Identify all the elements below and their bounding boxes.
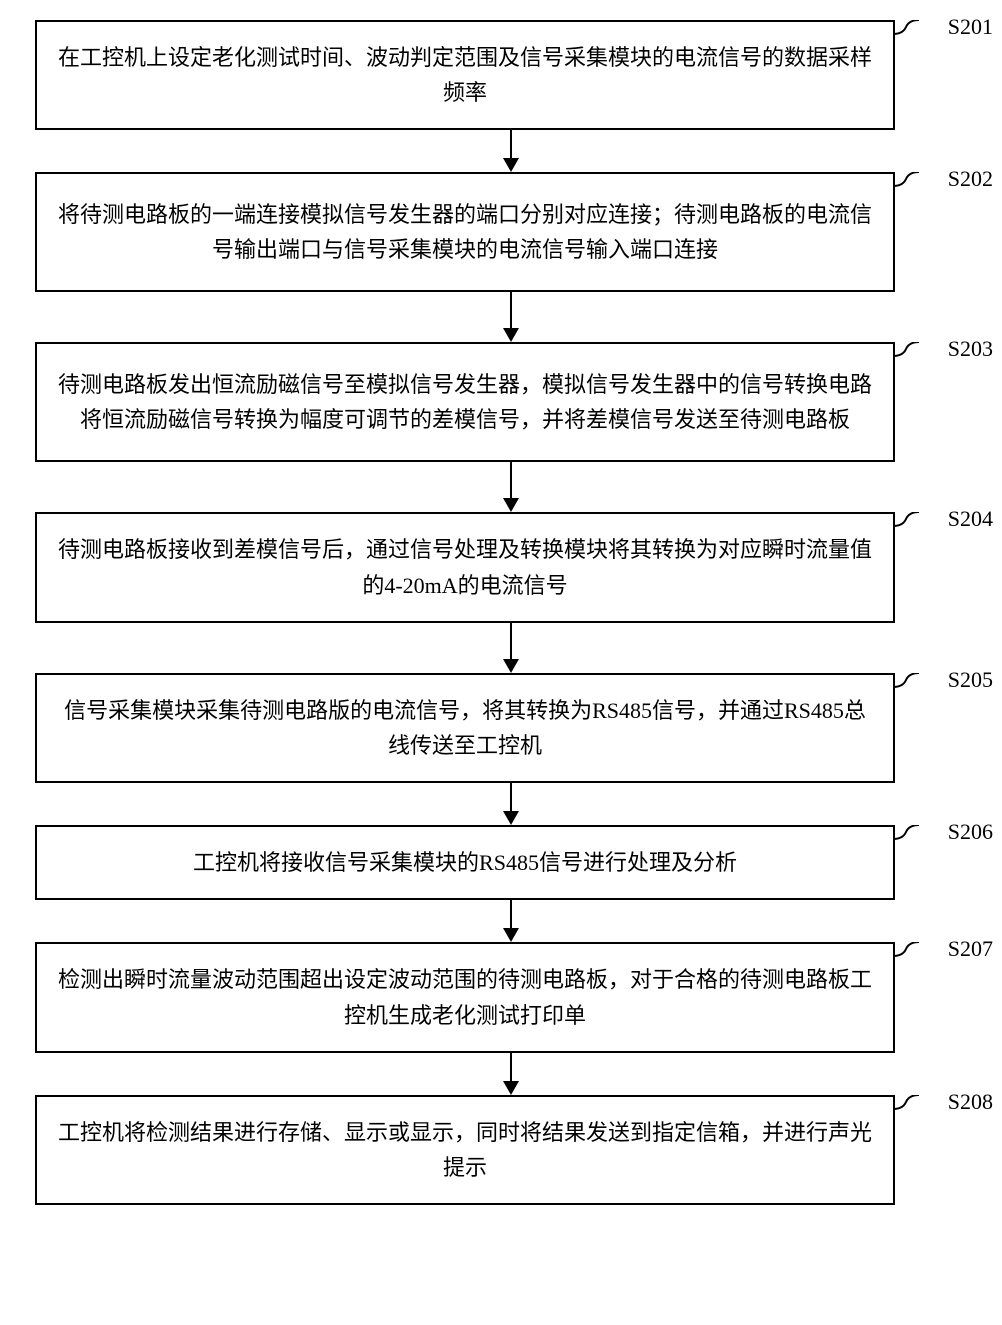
flowchart-container: 在工控机上设定老化测试时间、波动判定范围及信号采集模块的电流信号的数据采样频率 … [15,20,987,1205]
step-text: 工控机将检测结果进行存储、显示或显示，同时将结果发送到指定信箱，并进行声光提示 [57,1115,873,1185]
brace-connector [893,342,919,358]
arrow-head-icon [503,1081,519,1095]
step-text: 将待测电路板的一端连接模拟信号发生器的端口分别对应连接；待测电路板的电流信号输出… [57,197,873,267]
step-row: 检测出瞬时流量波动范围超出设定波动范围的待测电路板，对于合格的待测电路板工控机生… [15,942,987,1052]
arrow-down [81,292,941,342]
arrow-line [510,130,512,158]
step-box-s204: 待测电路板接收到差模信号后，通过信号处理及转换模块将其转换为对应瞬时流量值的4-… [35,512,895,622]
step-row: 工控机将检测结果进行存储、显示或显示，同时将结果发送到指定信箱，并进行声光提示 … [15,1095,987,1205]
step-label: S208 [948,1089,993,1115]
brace-connector [893,825,919,841]
step-box-s206: 工控机将接收信号采集模块的RS485信号进行处理及分析 S206 [35,825,895,900]
arrow-down [81,900,941,942]
step-box-s208: 工控机将检测结果进行存储、显示或显示，同时将结果发送到指定信箱，并进行声光提示 … [35,1095,895,1205]
brace-connector [893,942,919,958]
step-box-s202: 将待测电路板的一端连接模拟信号发生器的端口分别对应连接；待测电路板的电流信号输出… [35,172,895,292]
step-row: 工控机将接收信号采集模块的RS485信号进行处理及分析 S206 [15,825,987,900]
step-row: 待测电路板发出恒流励磁信号至模拟信号发生器，模拟信号发生器中的信号转换电路将恒流… [15,342,987,462]
step-row: 在工控机上设定老化测试时间、波动判定范围及信号采集模块的电流信号的数据采样频率 … [15,20,987,130]
step-box-s203: 待测电路板发出恒流励磁信号至模拟信号发生器，模拟信号发生器中的信号转换电路将恒流… [35,342,895,462]
step-box-s207: 检测出瞬时流量波动范围超出设定波动范围的待测电路板，对于合格的待测电路板工控机生… [35,942,895,1052]
step-box-s205: 信号采集模块采集待测电路版的电流信号，将其转换为RS485信号，并通过RS485… [35,673,895,783]
step-text: 信号采集模块采集待测电路版的电流信号，将其转换为RS485信号，并通过RS485… [57,693,873,763]
brace-connector [893,673,919,689]
step-label: S204 [948,506,993,532]
brace-connector [893,20,919,36]
step-text: 待测电路板发出恒流励磁信号至模拟信号发生器，模拟信号发生器中的信号转换电路将恒流… [57,367,873,437]
step-text: 待测电路板接收到差模信号后，通过信号处理及转换模块将其转换为对应瞬时流量值的4-… [57,532,873,602]
arrow-head-icon [503,498,519,512]
arrow-line [510,623,512,659]
step-label: S205 [948,667,993,693]
step-label: S203 [948,336,993,362]
arrow-head-icon [503,928,519,942]
arrow-down [81,623,941,673]
step-row: 信号采集模块采集待测电路版的电流信号，将其转换为RS485信号，并通过RS485… [15,673,987,783]
step-label: S206 [948,819,993,845]
brace-connector [893,512,919,528]
arrow-head-icon [503,811,519,825]
step-box-s201: 在工控机上设定老化测试时间、波动判定范围及信号采集模块的电流信号的数据采样频率 … [35,20,895,130]
step-row: 将待测电路板的一端连接模拟信号发生器的端口分别对应连接；待测电路板的电流信号输出… [15,172,987,292]
step-label: S207 [948,936,993,962]
arrow-down [81,130,941,172]
arrow-line [510,783,512,811]
step-row: 待测电路板接收到差模信号后，通过信号处理及转换模块将其转换为对应瞬时流量值的4-… [15,512,987,622]
step-text: 在工控机上设定老化测试时间、波动判定范围及信号采集模块的电流信号的数据采样频率 [57,40,873,110]
step-label: S201 [948,14,993,40]
arrow-line [510,900,512,928]
arrow-down [81,783,941,825]
arrow-line [510,292,512,328]
step-label: S202 [948,166,993,192]
arrow-head-icon [503,328,519,342]
brace-connector [893,172,919,188]
arrow-line [510,462,512,498]
arrow-head-icon [503,158,519,172]
arrow-down [81,462,941,512]
step-text: 工控机将接收信号采集模块的RS485信号进行处理及分析 [57,845,873,880]
brace-connector [893,1095,919,1111]
arrow-head-icon [503,659,519,673]
step-text: 检测出瞬时流量波动范围超出设定波动范围的待测电路板，对于合格的待测电路板工控机生… [57,962,873,1032]
arrow-line [510,1053,512,1081]
arrow-down [81,1053,941,1095]
